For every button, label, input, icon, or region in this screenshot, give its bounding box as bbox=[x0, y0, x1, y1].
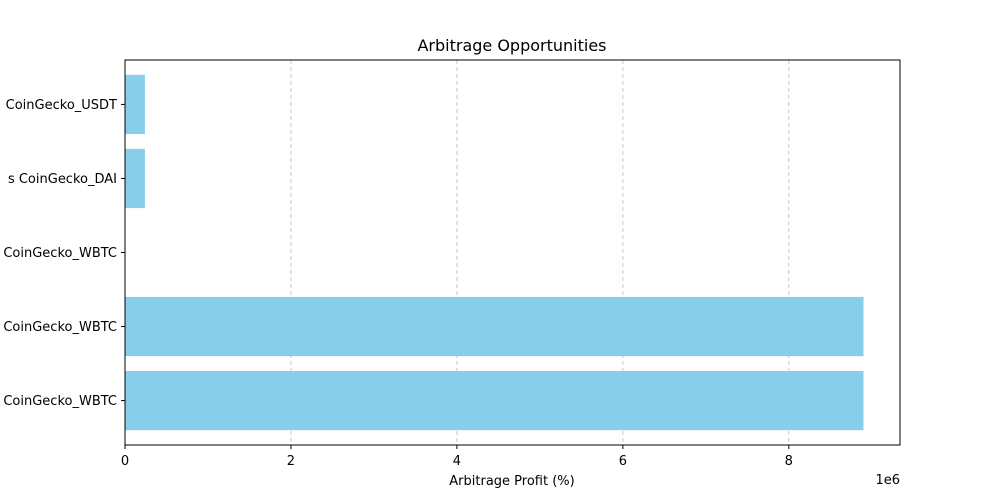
y-category-labels: CoinGecko_WBTC CoinGecko_WBTC CoinGecko_WB… bbox=[3, 98, 125, 409]
bar-1 bbox=[125, 296, 864, 357]
category-label-4: CoinGecko_USDT bbox=[6, 98, 117, 113]
x-tick-label-2: 4 bbox=[453, 454, 461, 469]
grid-lines bbox=[290, 60, 790, 445]
x-tick-label-1: 2 bbox=[287, 454, 295, 469]
x-axis-label: Arbitrage Profit (%) bbox=[449, 474, 574, 489]
bar-0 bbox=[125, 370, 864, 431]
category-label-3: s CoinGecko_DAI bbox=[8, 172, 117, 187]
x-ticks: 0 2 4 6 8 bbox=[121, 445, 793, 469]
x-tick-label-0: 0 bbox=[121, 454, 129, 469]
x-tick-label-4: 8 bbox=[785, 454, 793, 469]
bars bbox=[125, 74, 864, 431]
x-tick-label-3: 6 bbox=[619, 454, 627, 469]
bar-3 bbox=[125, 148, 145, 209]
bar-4 bbox=[125, 74, 145, 135]
category-label-0: CoinGecko_WBTC bbox=[3, 394, 117, 409]
x-axis-offset-label: 1e6 bbox=[875, 473, 900, 488]
category-label-1: CoinGecko_WBTC bbox=[3, 320, 117, 335]
chart-title: Arbitrage Opportunities bbox=[417, 36, 606, 55]
category-label-2: CoinGecko_WBTC bbox=[3, 246, 117, 261]
